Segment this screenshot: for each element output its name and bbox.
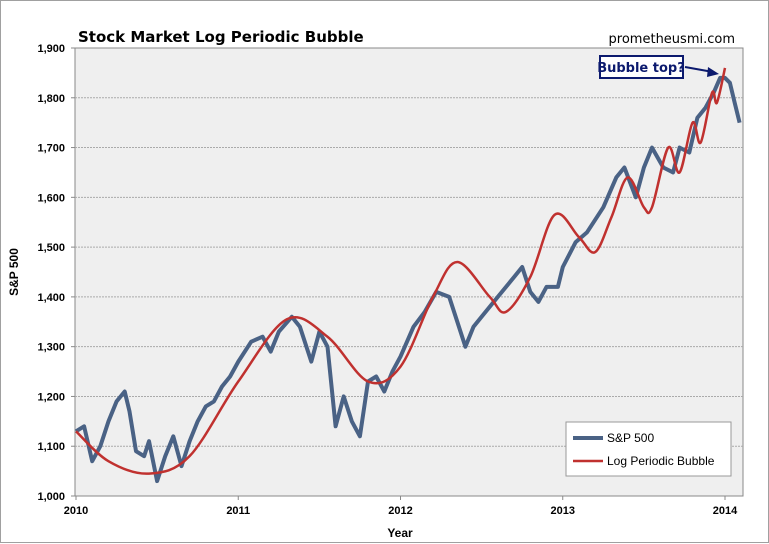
legend-label-lppl: Log Periodic Bubble [607, 454, 715, 468]
legend-label-sp500: S&P 500 [607, 431, 654, 445]
y-tick-label: 1,800 [37, 93, 65, 105]
y-tick-label: 1,600 [37, 192, 65, 204]
annotation-text: Bubble top? [597, 61, 685, 76]
sp500-line [74, 75, 742, 484]
y-tick-label: 1,300 [37, 342, 65, 354]
y-ticks: 1,000 1,100 1,200 1,300 1,400 1,500 1,600 1,700… [37, 43, 75, 503]
y-tick-label: 1,000 [37, 491, 65, 503]
x-ticks: 2010 2011 2012 2013 2014 [64, 496, 738, 517]
y-tick-label: 1,400 [37, 292, 65, 304]
y-tick-label: 1,700 [37, 143, 65, 155]
lppl-line [75, 67, 727, 475]
annotation-arrowhead-icon [707, 67, 719, 77]
source-label: prometheusmi.com [609, 32, 735, 47]
series-lines [74, 67, 742, 484]
y-tick-label: 1,500 [37, 242, 65, 254]
x-tick-label: 2012 [388, 505, 412, 517]
legend: S&P 500 Log Periodic Bubble [565, 421, 732, 477]
y-tick-label: 1,100 [37, 441, 65, 453]
annotation-box [599, 55, 684, 79]
x-tick-label: 2014 [713, 505, 738, 517]
x-tick-label: 2013 [551, 505, 575, 517]
x-axis-label: Year [387, 526, 413, 540]
legend-box [565, 421, 732, 477]
y-tick-label: 1,200 [37, 391, 65, 403]
x-tick-label: 2011 [226, 505, 250, 517]
chart-title: Stock Market Log Periodic Bubble [78, 28, 364, 46]
y-axis-label: S&P 500 [7, 248, 21, 296]
x-tick-label: 2010 [64, 505, 88, 517]
plot-area [74, 47, 744, 497]
y-tick-label: 1,900 [37, 43, 65, 55]
annotation: Bubble top? [597, 55, 719, 79]
